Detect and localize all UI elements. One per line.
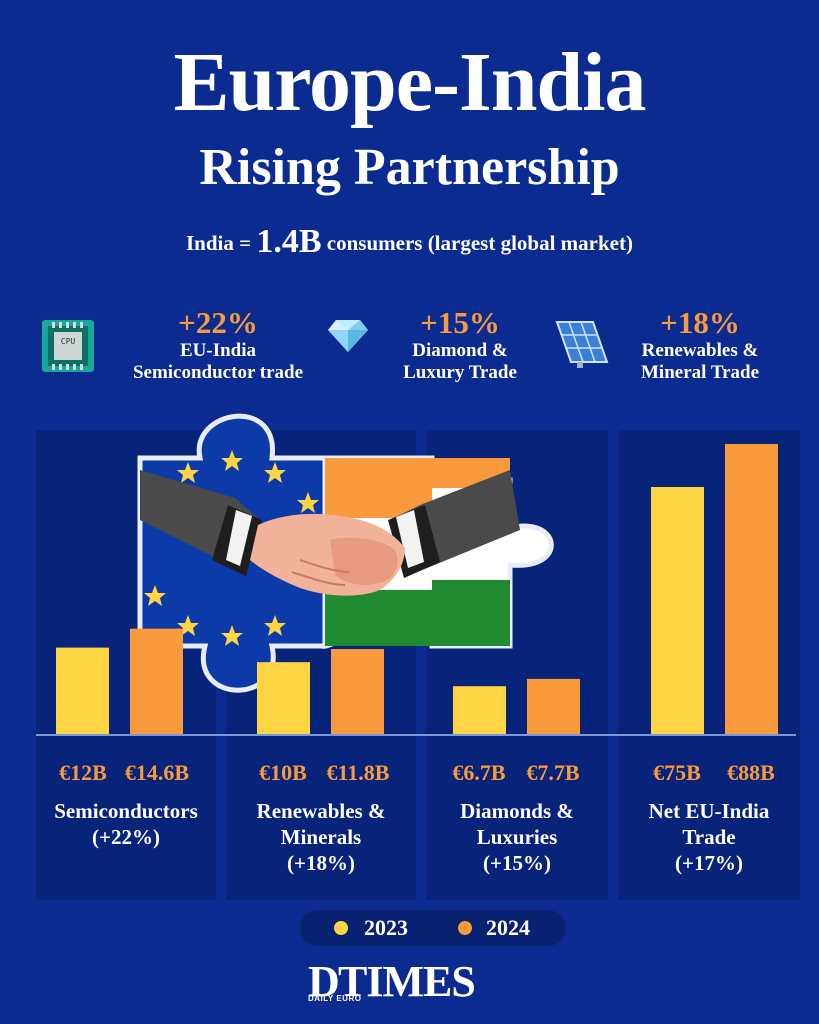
legend-label-2023: 2023	[364, 915, 408, 940]
category-line: Semiconductors	[54, 799, 198, 823]
bar-2023-net-trade	[651, 486, 704, 735]
bar-2023-renewables	[257, 662, 310, 735]
category-label-renewables: Renewables & Minerals (+18%)	[231, 798, 411, 876]
category-line: Minerals	[280, 825, 362, 849]
bar-2023-semiconductors	[56, 647, 109, 735]
category-line: Net EU-India	[648, 799, 770, 823]
bar-2024-semiconductors	[130, 628, 183, 735]
stat-diamond: +15% Diamond & Luxury Trade	[360, 306, 560, 384]
value-label-2023-diamonds: €6.7B	[452, 760, 506, 785]
main-subtitle: Rising Partnership	[199, 139, 620, 196]
legend-swatch-2023	[334, 921, 348, 935]
stat-pct: +22%	[178, 305, 258, 340]
stat-semiconductor: +22% EU-India Semiconductor trade	[108, 306, 328, 384]
chart-baseline	[36, 734, 796, 736]
category-line: (+15%)	[483, 851, 551, 875]
logo-daily-euro: DAILY EURO	[308, 994, 362, 1003]
main-title: Europe-India	[173, 36, 647, 129]
value-label-2024-net-trade: €88B	[727, 760, 775, 785]
stat-label-line2: Mineral Trade	[640, 362, 760, 383]
consumer-stat-value: 1.4B	[256, 223, 322, 260]
category-label-diamonds: Diamonds & Luxuries (+15%)	[427, 798, 607, 876]
consumer-stat-post: consumers (largest global market)	[321, 231, 633, 255]
cpu-chip-icon: CPU	[42, 320, 94, 372]
stat-pct: +15%	[420, 305, 500, 340]
category-label-semiconductors: Semiconductors (+22%)	[36, 798, 216, 850]
value-label-2023-semiconductors: €12B	[59, 760, 107, 785]
legend-swatch-2024	[458, 921, 472, 935]
stat-label-line1: EU-India	[179, 340, 257, 361]
value-label-2023-net-trade: €75B	[653, 760, 701, 785]
legend-label-2024: 2024	[486, 915, 530, 940]
category-line: (+18%)	[287, 851, 355, 875]
bar-2024-renewables	[331, 649, 384, 735]
value-label-2024-semiconductors: €14.6B	[124, 760, 190, 785]
solar-panel-icon	[555, 321, 609, 368]
stat-label-line2: Luxury Trade	[403, 362, 517, 383]
consumer-stat: India = 1.4B consumers (largest global m…	[0, 222, 819, 263]
logo-letter: D	[308, 957, 340, 1006]
category-label-net-trade: Net EU-India Trade (+17%)	[619, 798, 799, 876]
diamond-icon	[328, 320, 368, 352]
value-label-2024-renewables: €11.8B	[326, 760, 390, 785]
stat-pct: +18%	[660, 305, 740, 340]
category-line: Renewables &	[256, 799, 386, 823]
svg-text:CPU: CPU	[61, 337, 76, 346]
value-label-2023-renewables: €10B	[259, 760, 307, 785]
bar-2023-diamonds	[453, 686, 506, 735]
category-line: (+22%)	[92, 825, 160, 849]
category-line: Trade	[682, 825, 736, 849]
stat-label-line2: Semiconductor trade	[132, 362, 304, 383]
category-line: Diamonds &	[460, 799, 574, 823]
stat-renewables: +18% Renewables & Mineral Trade	[600, 306, 800, 384]
bar-2024-diamonds	[527, 678, 580, 735]
value-label-2024-diamonds: €7.7B	[526, 760, 580, 785]
chart-legend: 2023 2024	[300, 910, 566, 946]
stat-label-line1: Diamond &	[412, 340, 508, 361]
logo-times: TIMES	[338, 957, 476, 1006]
consumer-stat-pre: India =	[186, 231, 257, 255]
category-line: (+17%)	[675, 851, 743, 875]
daily-euro-times-logo: D TIMES DAILY EURO	[308, 958, 518, 1008]
category-line: Luxuries	[476, 825, 558, 849]
stat-label-line1: Renewables &	[641, 340, 759, 361]
bar-2024-net-trade	[725, 444, 778, 735]
